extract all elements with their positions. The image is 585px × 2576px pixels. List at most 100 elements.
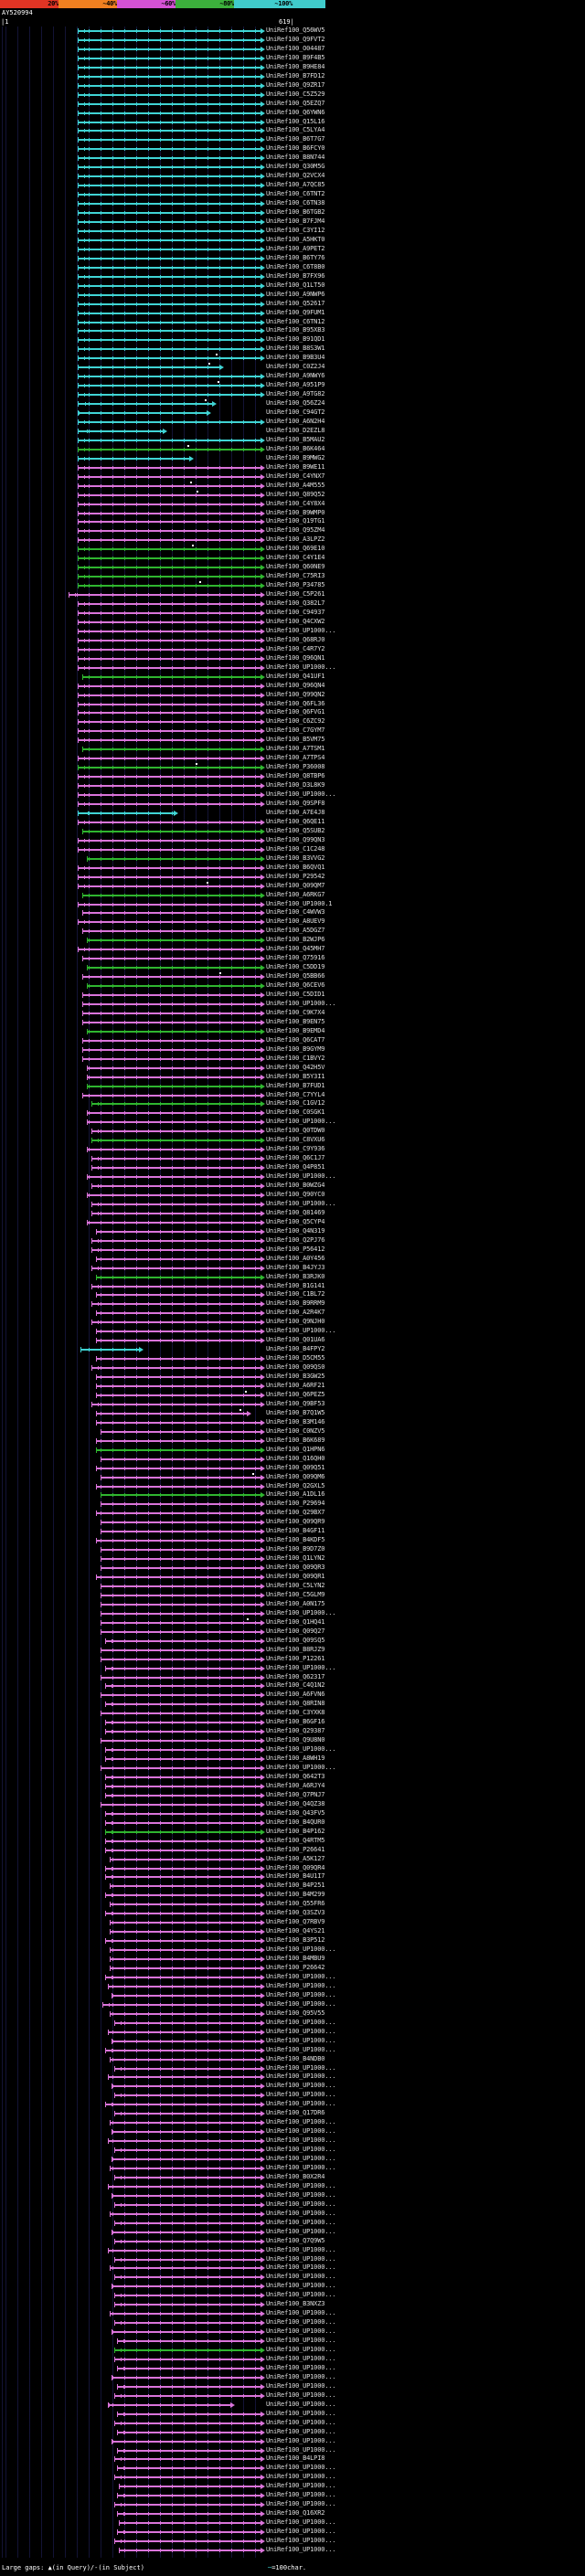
hit-bar[interactable] (78, 429, 163, 432)
hit-label[interactable]: UniRef100_Q3SZV3 (266, 1909, 325, 1917)
hit-bar[interactable] (101, 1603, 261, 1606)
hit-bar[interactable] (101, 1558, 261, 1561)
hit-label[interactable]: UniRef100_Q99QN3 (266, 835, 325, 843)
hit-bar[interactable] (78, 885, 261, 887)
hit-bar[interactable] (105, 1667, 261, 1670)
hit-label[interactable]: UniRef100_Q16XR2 (266, 2509, 325, 2518)
hit-bar[interactable] (96, 1257, 261, 1260)
hit-bar[interactable] (110, 2122, 261, 2125)
hit-bar[interactable] (78, 420, 261, 423)
hit-label[interactable]: UniRef100_A7E4J8 (266, 808, 325, 816)
hit-label[interactable]: UniRef100_C4Q1N2 (266, 1681, 325, 1690)
hit-bar[interactable] (80, 1349, 139, 1352)
hit-bar[interactable] (96, 1294, 261, 1297)
hit-bar[interactable] (78, 949, 261, 951)
hit-bar[interactable] (78, 130, 261, 133)
hit-bar[interactable] (96, 1576, 261, 1579)
hit-label[interactable]: UniRef100_Q45MH7 (266, 945, 325, 953)
hit-label[interactable]: UniRef100_Q9BF53 (266, 1399, 325, 1407)
hit-label[interactable]: UniRef100_UP1000... (266, 2273, 336, 2281)
hit-label[interactable]: UniRef100_B4GF11 (266, 1527, 325, 1535)
hit-bar[interactable] (78, 612, 261, 614)
hit-bar[interactable] (78, 657, 261, 660)
hit-label[interactable]: UniRef100_A2R4K7 (266, 1309, 325, 1317)
hit-label[interactable]: UniRef100_B95XB3 (266, 326, 325, 334)
hit-label[interactable]: UniRef100_UP1000... (266, 790, 336, 799)
hit-label[interactable]: UniRef100_Q1HPN6 (266, 1445, 325, 1453)
hit-bar[interactable] (87, 967, 261, 970)
hit-label[interactable]: UniRef100_B6QVQ1 (266, 863, 325, 871)
hit-bar[interactable] (96, 1485, 261, 1488)
hit-label[interactable]: UniRef100_Q9FVT2 (266, 35, 325, 43)
hit-label[interactable]: UniRef100_A951P9 (266, 381, 325, 389)
hit-bar[interactable] (101, 1712, 261, 1715)
hit-bar[interactable] (101, 1621, 261, 1624)
hit-bar[interactable] (112, 2158, 261, 2161)
hit-bar[interactable] (119, 2486, 261, 2488)
hit-bar[interactable] (78, 203, 261, 206)
hit-label[interactable]: UniRef100_UP1000... (266, 2190, 336, 2199)
hit-bar[interactable] (78, 567, 261, 569)
hit-bar[interactable] (91, 1203, 261, 1205)
hit-bar[interactable] (78, 385, 261, 387)
hit-label[interactable]: UniRef100_B4M299 (266, 1891, 325, 1899)
hit-label[interactable]: UniRef100_Q2GXL5 (266, 1481, 325, 1489)
hit-bar[interactable] (78, 212, 261, 215)
hit-label[interactable]: UniRef100_Q68RJ0 (266, 635, 325, 643)
hit-bar[interactable] (114, 2349, 261, 2352)
hit-label[interactable]: UniRef100_Q30M5G (266, 163, 325, 171)
hit-label[interactable]: UniRef100_B7Q1W5 (266, 1408, 325, 1416)
hit-label[interactable]: UniRef100_B4QUR0 (266, 1818, 325, 1826)
hit-bar[interactable] (110, 1858, 261, 1860)
hit-bar[interactable] (78, 866, 261, 869)
hit-bar[interactable] (78, 457, 189, 460)
hit-bar[interactable] (78, 666, 261, 669)
hit-label[interactable]: UniRef100_P29694 (266, 1500, 325, 1508)
hit-bar[interactable] (87, 1176, 261, 1179)
hit-bar[interactable] (117, 2467, 261, 2470)
hit-bar[interactable] (78, 903, 261, 906)
hit-bar[interactable] (101, 1767, 261, 1770)
hit-label[interactable]: UniRef100_B4LPI8 (266, 2454, 325, 2463)
hit-bar[interactable] (119, 2522, 261, 2525)
hit-bar[interactable] (110, 1949, 261, 1952)
hit-label[interactable]: UniRef100_A3LPZ2 (266, 535, 325, 544)
hit-label[interactable]: UniRef100_B3VVG2 (266, 853, 325, 862)
hit-bar[interactable] (91, 1403, 261, 1405)
hit-bar[interactable] (114, 2276, 261, 2279)
hit-label[interactable]: UniRef100_B9WMP0 (266, 508, 325, 516)
hit-bar[interactable] (112, 2085, 261, 2088)
hit-label[interactable]: UniRef100_B7FUD1 (266, 1081, 325, 1089)
hit-label[interactable]: UniRef100_UP1000... (266, 2418, 336, 2426)
hit-label[interactable]: UniRef100_P36008 (266, 763, 325, 771)
hit-label[interactable]: UniRef100_A8WH19 (266, 1754, 325, 1763)
hit-bar[interactable] (82, 912, 261, 915)
hit-bar[interactable] (78, 239, 261, 241)
hit-bar[interactable] (105, 1976, 261, 1978)
hit-label[interactable]: UniRef100_C4WVW3 (266, 908, 325, 917)
hit-label[interactable]: UniRef100_UP1000... (266, 1999, 336, 2008)
hit-bar[interactable] (78, 75, 261, 78)
hit-bar[interactable] (114, 2021, 261, 2024)
hit-label[interactable]: UniRef100_UP1000... (266, 2082, 336, 2090)
hit-label[interactable]: UniRef100_B9MWG2 (266, 453, 325, 461)
hit-label[interactable]: UniRef100_A5K127 (266, 1854, 325, 1862)
hit-bar[interactable] (105, 1867, 261, 1870)
hit-bar[interactable] (69, 594, 261, 597)
hit-label[interactable]: UniRef100_C4R7Y2 (266, 644, 325, 652)
hit-bar[interactable] (78, 394, 261, 397)
hit-label[interactable]: UniRef100_C1GV12 (266, 1099, 325, 1108)
hit-bar[interactable] (117, 2531, 261, 2534)
hit-label[interactable]: UniRef100_B9RRM9 (266, 1299, 325, 1308)
hit-bar[interactable] (105, 2104, 261, 2106)
hit-label[interactable]: UniRef100_Q09QR4 (266, 1863, 325, 1871)
hit-label[interactable]: UniRef100_B9EN75 (266, 1017, 325, 1025)
hit-label[interactable]: UniRef100_UP1000... (266, 2127, 336, 2136)
hit-bar[interactable] (91, 1103, 261, 1106)
hit-label[interactable]: UniRef100_UP1000... (266, 2309, 336, 2317)
hit-label[interactable]: UniRef100_UP1000... (266, 2500, 336, 2508)
hit-bar[interactable] (87, 1030, 261, 1033)
hit-bar[interactable] (78, 512, 261, 514)
hit-label[interactable]: UniRef100_UP1000... (266, 2200, 336, 2208)
hit-bar[interactable] (110, 2212, 261, 2215)
